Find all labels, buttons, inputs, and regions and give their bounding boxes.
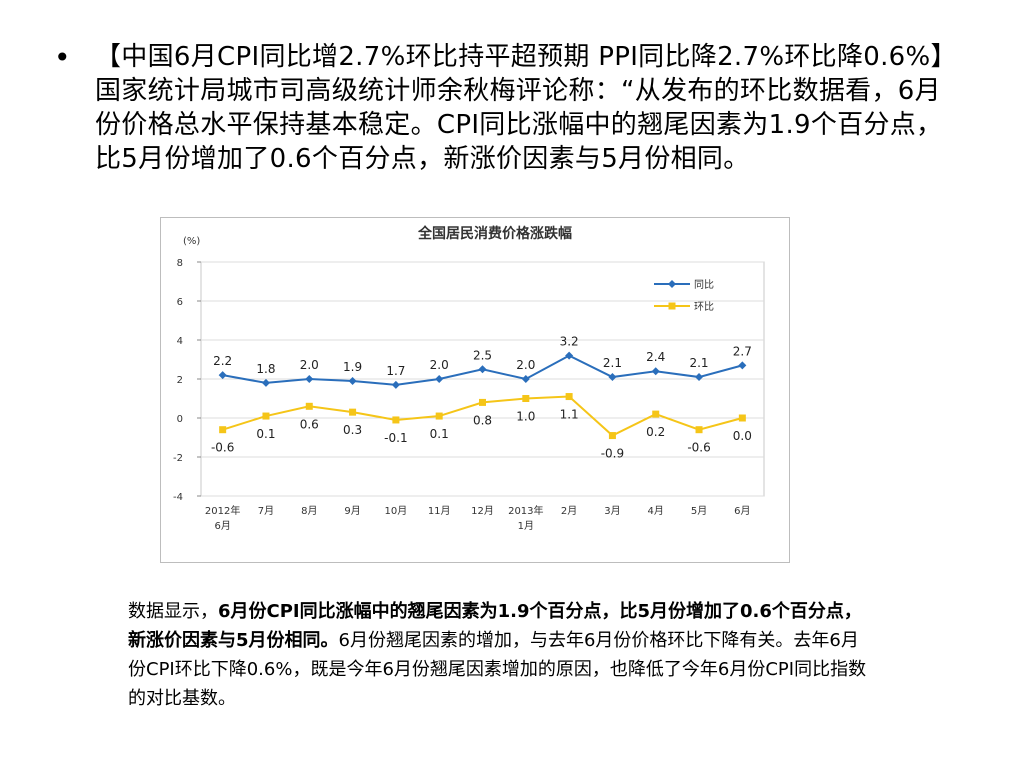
x-tick-label: 7月	[258, 505, 274, 517]
legend-marker	[668, 280, 676, 288]
data-point-mom	[305, 402, 313, 410]
data-point-yoy	[521, 375, 530, 383]
x-tick-label: 2月	[561, 505, 577, 517]
data-point-yoy	[565, 351, 574, 360]
y-tick-label: 0	[177, 414, 183, 425]
bullet-text: 【中国6月CPI同比增2.7%环比持平超预期 PPI同比降2.7%环比降0.6%…	[95, 42, 944, 174]
data-label-layer: 2.2 1.8 2.0 1.9 1.7 2.0 2.5 2.0 3.2 2.1 2.4 2.1 2.7 -…	[211, 335, 752, 461]
data-point-mom	[652, 410, 660, 418]
data-label-mom: 1.1	[560, 408, 579, 422]
x-tick-label: 9月	[344, 505, 360, 517]
legend-label: 环比	[694, 301, 714, 313]
series-layer	[218, 351, 747, 440]
data-point-mom	[435, 412, 443, 420]
caption-intro: 数据显示，	[128, 601, 218, 622]
data-point-mom	[522, 395, 530, 402]
data-label-mom: 0.1	[430, 427, 449, 441]
x-tick-label: 5月	[691, 505, 707, 517]
data-label-mom: 0.6	[300, 417, 319, 431]
data-point-mom	[695, 426, 703, 434]
axis-layer: 8 6 4 2 0 -2 -4 2012年 6月 7月 8月 9月 10月 11月 12月 2013年 1月 2月…	[173, 258, 751, 532]
data-label-yoy: 2.5	[473, 348, 492, 362]
chart-title: 全国居民消费价格涨跌幅	[417, 225, 572, 242]
data-label-yoy: 2.4	[646, 350, 665, 364]
x-tick-label: 1月	[518, 520, 534, 532]
data-point-mom	[349, 408, 357, 416]
x-tick-label: 2012年	[205, 504, 240, 517]
data-point-yoy	[218, 371, 227, 380]
y-tick-label: 6	[177, 297, 183, 308]
x-tick-label: 2013年	[508, 504, 543, 517]
data-label-mom: -0.9	[601, 447, 624, 461]
data-point-mom	[392, 416, 400, 424]
y-tick-label: -4	[173, 492, 183, 503]
y-tick-label: 2	[177, 375, 183, 386]
data-point-yoy	[478, 365, 487, 374]
x-tick-label: 4月	[648, 505, 664, 517]
data-label-mom: 0.2	[646, 425, 665, 439]
data-label-mom: 0.1	[256, 427, 275, 441]
legend-marker	[668, 302, 676, 310]
grid-layer	[200, 261, 765, 497]
data-point-yoy	[435, 375, 444, 383]
y-tick-label: -2	[173, 453, 183, 464]
data-label-mom: 0.0	[733, 429, 752, 443]
data-label-yoy: 2.0	[516, 358, 535, 372]
data-point-mom	[262, 412, 270, 420]
data-label-mom: -0.1	[384, 431, 407, 445]
data-point-yoy	[608, 373, 617, 382]
data-point-mom	[565, 393, 573, 401]
bullet-marker: •	[54, 41, 71, 74]
analysis-caption: 数据显示，6月份CPI同比涨幅中的翘尾因素为1.9个百分点，比5月份增加了0.6…	[128, 597, 868, 713]
data-point-yoy	[738, 361, 747, 370]
data-label-yoy: 1.8	[256, 362, 275, 376]
data-label-mom: 1.0	[516, 410, 535, 424]
data-point-yoy	[651, 367, 660, 376]
data-label-yoy: 2.1	[689, 356, 708, 370]
data-point-mom	[479, 398, 486, 406]
data-label-mom: 0.3	[343, 423, 362, 437]
data-label-yoy: 3.2	[560, 335, 579, 349]
y-tick-label: 4	[177, 336, 183, 347]
data-label-yoy: 1.7	[386, 364, 405, 378]
data-label-yoy: 2.0	[300, 358, 319, 372]
data-point-mom	[608, 432, 616, 440]
data-label-mom: 0.8	[473, 413, 492, 427]
x-tick-label: 6月	[214, 520, 230, 532]
x-tick-label: 11月	[428, 505, 451, 517]
x-tick-label: 6月	[734, 505, 750, 517]
x-tick-label: 8月	[301, 505, 317, 517]
x-tick-label: 10月	[385, 505, 408, 517]
data-label-yoy: 2.2	[213, 354, 232, 368]
x-tick-label: 3月	[604, 505, 620, 517]
data-point-mom	[219, 426, 227, 434]
data-point-yoy	[391, 380, 400, 389]
data-label-mom: -0.6	[687, 441, 710, 455]
data-label-yoy: 1.9	[343, 360, 362, 374]
data-label-yoy: 2.7	[733, 344, 752, 358]
cpi-chart: 全国居民消费价格涨跌幅 (%) 8 6 4 2 0 -2 -4 2012年 6月 7月 8月 9月 10…	[160, 217, 790, 563]
data-point-yoy	[261, 378, 270, 387]
caption-explanation: 6月份翘尾因素的增加，与去年6月份价格环比下降有关。去年6月份CPI环比下降0.…	[128, 630, 867, 709]
data-label-mom: -0.6	[211, 441, 234, 455]
data-point-yoy	[348, 376, 357, 385]
legend-label: 同比	[694, 279, 714, 291]
data-point-yoy	[695, 373, 704, 382]
x-tick-label: 12月	[471, 505, 494, 517]
y-axis-unit-label: (%)	[183, 236, 200, 247]
caption-highlight: 6月份CPI同比涨幅中的翘尾因素为1.9个百分点，比5月份增加了0.6个百分点，…	[128, 601, 862, 651]
cpi-chart-svg: 全国居民消费价格涨跌幅 (%) 8 6 4 2 0 -2 -4 2012年 6月 7月 8月 9月 10…	[173, 225, 765, 532]
data-point-mom	[738, 414, 746, 422]
data-point-yoy	[305, 375, 314, 383]
data-label-yoy: 2.1	[603, 356, 622, 370]
y-tick-label: 8	[177, 258, 183, 269]
data-label-yoy: 2.0	[430, 358, 449, 372]
